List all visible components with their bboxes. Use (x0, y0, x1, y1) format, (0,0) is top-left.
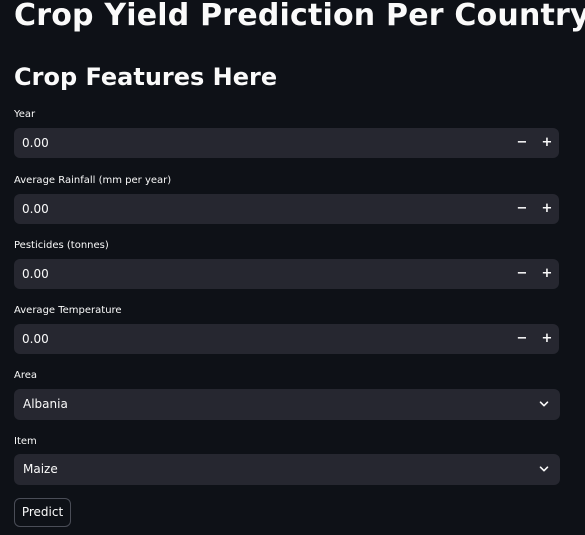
year-increment-button[interactable]: + (541, 135, 553, 150)
section-heading: Crop Features Here (14, 63, 278, 91)
rainfall-value[interactable]: 0.00 (22, 202, 49, 216)
area-label: Area (14, 370, 38, 381)
item-select[interactable]: Maize (14, 454, 560, 485)
rainfall-label: Average Rainfall (mm per year) (14, 175, 172, 186)
pesticides-input[interactable]: 0.00 − + (14, 259, 559, 289)
rainfall-input[interactable]: 0.00 − + (14, 194, 559, 224)
item-selected-value[interactable]: Maize (23, 462, 58, 476)
year-decrement-button[interactable]: − (516, 135, 528, 150)
temperature-increment-button[interactable]: + (541, 331, 553, 346)
pesticides-decrement-button[interactable]: − (516, 266, 528, 281)
pesticides-value[interactable]: 0.00 (22, 267, 49, 281)
temperature-input[interactable]: 0.00 − + (14, 324, 559, 354)
year-input[interactable]: 0.00 − + (14, 128, 559, 158)
temperature-value[interactable]: 0.00 (22, 332, 49, 346)
item-label: Item (14, 436, 37, 447)
chevron-down-icon[interactable] (538, 463, 550, 475)
pesticides-increment-button[interactable]: + (541, 266, 553, 281)
year-label: Year (14, 109, 36, 120)
area-select[interactable]: Albania (14, 389, 560, 420)
rainfall-decrement-button[interactable]: − (516, 201, 528, 216)
page-title: Crop Yield Prediction Per Country (14, 0, 585, 33)
predict-button[interactable]: Predict (14, 498, 71, 527)
rainfall-increment-button[interactable]: + (541, 201, 553, 216)
area-selected-value[interactable]: Albania (23, 397, 68, 411)
chevron-down-icon[interactable] (538, 398, 550, 410)
temperature-label: Average Temperature (14, 305, 122, 316)
temperature-decrement-button[interactable]: − (516, 331, 528, 346)
pesticides-label: Pesticides (tonnes) (14, 240, 109, 251)
year-value[interactable]: 0.00 (22, 136, 49, 150)
